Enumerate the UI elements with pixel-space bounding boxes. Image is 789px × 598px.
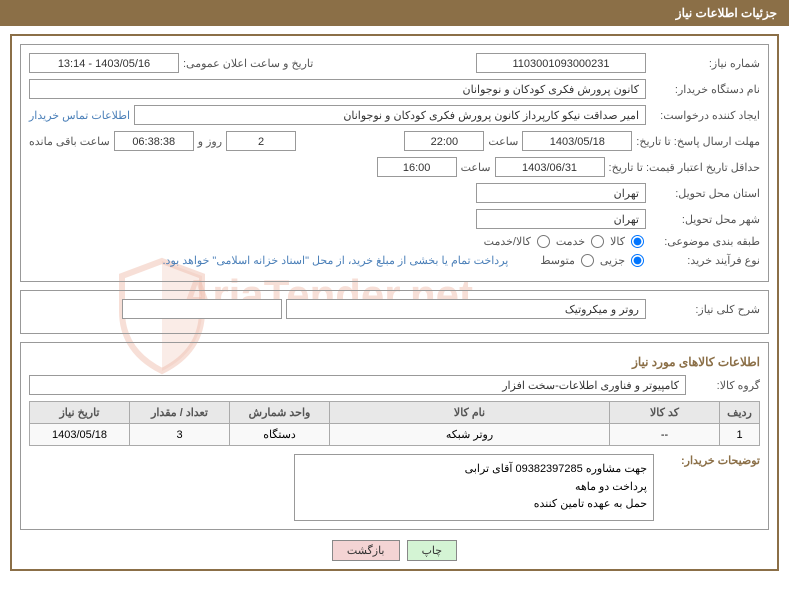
main-container: AriaTender.net شماره نیاز: 1103001093000… [10, 34, 779, 571]
group-value: کامپیوتر و فناوری اطلاعات-سخت افزار [29, 375, 686, 395]
validity-date: 1403/06/31 [495, 157, 605, 177]
row-need-number: شماره نیاز: 1103001093000231 تاریخ و ساع… [29, 53, 760, 73]
announce-label: تاریخ و ساعت اعلان عمومی: [183, 57, 313, 70]
td-code: -- [610, 424, 720, 446]
desc-empty [122, 299, 282, 319]
note-line-2: پرداخت دو ماهه [301, 479, 647, 497]
opt-kala: کالا [610, 235, 625, 248]
province-value: تهران [476, 183, 646, 203]
page-header: جزئیات اطلاعات نیاز [0, 0, 789, 26]
goods-table: ردیف کد کالا نام کالا واحد شمارش تعداد /… [29, 401, 760, 446]
remaining-label: ساعت باقی مانده [29, 135, 110, 148]
row-description: شرح کلی نیاز: روتر و میکروتیک [29, 299, 760, 319]
td-row: 1 [720, 424, 760, 446]
deadline-date: 1403/05/18 [522, 131, 632, 151]
radio-kala[interactable] [631, 235, 644, 248]
th-qty: تعداد / مقدار [130, 402, 230, 424]
table-row: 1 -- روتر شبکه دستگاه 3 1403/05/18 [30, 424, 760, 446]
requester-label: ایجاد کننده درخواست: [650, 109, 760, 122]
row-requester: ایجاد کننده درخواست: امیر صداقت نیکو کار… [29, 105, 760, 125]
note-line-3: حمل به عهده تامین کننده [301, 496, 647, 514]
row-city: شهر محل تحویل: تهران [29, 209, 760, 229]
day-and-label: روز و [198, 135, 222, 148]
row-deadline: مهلت ارسال پاسخ: تا تاریخ: 1403/05/18 سا… [29, 131, 760, 151]
row-classification: طبقه بندی موضوعی: کالا خدمت کالا/خدمت [29, 235, 760, 248]
time-remaining: 06:38:38 [114, 131, 194, 151]
row-group: گروه کالا: کامپیوتر و فناوری اطلاعات-سخت… [29, 375, 760, 395]
deadline-label: مهلت ارسال پاسخ: تا تاریخ: [636, 135, 760, 148]
td-qty: 3 [130, 424, 230, 446]
th-unit: واحد شمارش [230, 402, 330, 424]
hour-label-2: ساعت [461, 161, 491, 174]
row-buyer: نام دستگاه خریدار: کانون پرورش فکری کودک… [29, 79, 760, 99]
th-row: ردیف [720, 402, 760, 424]
days-remaining: 2 [226, 131, 296, 151]
td-date: 1403/05/18 [30, 424, 130, 446]
goods-section: اطلاعات کالاهای مورد نیاز گروه کالا: کام… [20, 342, 769, 530]
td-unit: دستگاه [230, 424, 330, 446]
need-no-label: شماره نیاز: [650, 57, 760, 70]
validity-label: حداقل تاریخ اعتبار قیمت: تا تاریخ: [609, 161, 760, 174]
details-section: شماره نیاز: 1103001093000231 تاریخ و ساع… [20, 44, 769, 282]
radio-medium[interactable] [581, 254, 594, 267]
buyer-label: نام دستگاه خریدار: [650, 83, 760, 96]
buyer-value: کانون پرورش فکری کودکان و نوجوانان [29, 79, 646, 99]
button-row: چاپ بازگشت [20, 540, 769, 561]
th-code: کد کالا [610, 402, 720, 424]
province-label: استان محل تحویل: [650, 187, 760, 200]
back-button[interactable]: بازگشت [332, 540, 400, 561]
note-line-1: جهت مشاوره 09382397285 آقای ترابی [301, 461, 647, 479]
desc-label: شرح کلی نیاز: [650, 303, 760, 316]
opt-medium: متوسط [540, 254, 575, 267]
announce-value: 1403/05/16 - 13:14 [29, 53, 179, 73]
process-label: نوع فرآیند خرید: [650, 254, 760, 267]
opt-service: خدمت [556, 235, 585, 248]
deadline-time: 22:00 [404, 131, 484, 151]
row-province: استان محل تحویل: تهران [29, 183, 760, 203]
buyer-notes-label: توضیحات خریدار: [660, 454, 760, 467]
page-title: جزئیات اطلاعات نیاز [676, 6, 777, 20]
goods-section-title: اطلاعات کالاهای مورد نیاز [29, 355, 760, 369]
validity-time: 16:00 [377, 157, 457, 177]
city-label: شهر محل تحویل: [650, 213, 760, 226]
city-value: تهران [476, 209, 646, 229]
radio-service[interactable] [591, 235, 604, 248]
row-process: نوع فرآیند خرید: جزیی متوسط پرداخت تمام … [29, 254, 760, 267]
need-no-value: 1103001093000231 [476, 53, 646, 73]
table-header-row: ردیف کد کالا نام کالا واحد شمارش تعداد /… [30, 402, 760, 424]
opt-partial: جزیی [600, 254, 625, 267]
group-label: گروه کالا: [690, 379, 760, 392]
print-button[interactable]: چاپ [407, 540, 458, 561]
contact-link[interactable]: اطلاعات تماس خریدار [29, 109, 130, 122]
radio-both[interactable] [537, 235, 550, 248]
radio-partial[interactable] [631, 254, 644, 267]
th-name: نام کالا [330, 402, 610, 424]
td-name: روتر شبکه [330, 424, 610, 446]
row-validity: حداقل تاریخ اعتبار قیمت: تا تاریخ: 1403/… [29, 157, 760, 177]
th-date: تاریخ نیاز [30, 402, 130, 424]
hour-label-1: ساعت [488, 135, 518, 148]
row-buyer-notes: توضیحات خریدار: جهت مشاوره 09382397285 آ… [29, 454, 760, 521]
requester-value: امیر صداقت نیکو کارپرداز کانون پرورش فکر… [134, 105, 646, 125]
desc-value: روتر و میکروتیک [286, 299, 646, 319]
payment-note: پرداخت تمام یا بخشی از مبلغ خرید، از محل… [163, 254, 509, 267]
description-section: شرح کلی نیاز: روتر و میکروتیک [20, 290, 769, 334]
opt-both: کالا/خدمت [484, 235, 531, 248]
class-label: طبقه بندی موضوعی: [650, 235, 760, 248]
buyer-notes-box: جهت مشاوره 09382397285 آقای ترابی پرداخت… [294, 454, 654, 521]
